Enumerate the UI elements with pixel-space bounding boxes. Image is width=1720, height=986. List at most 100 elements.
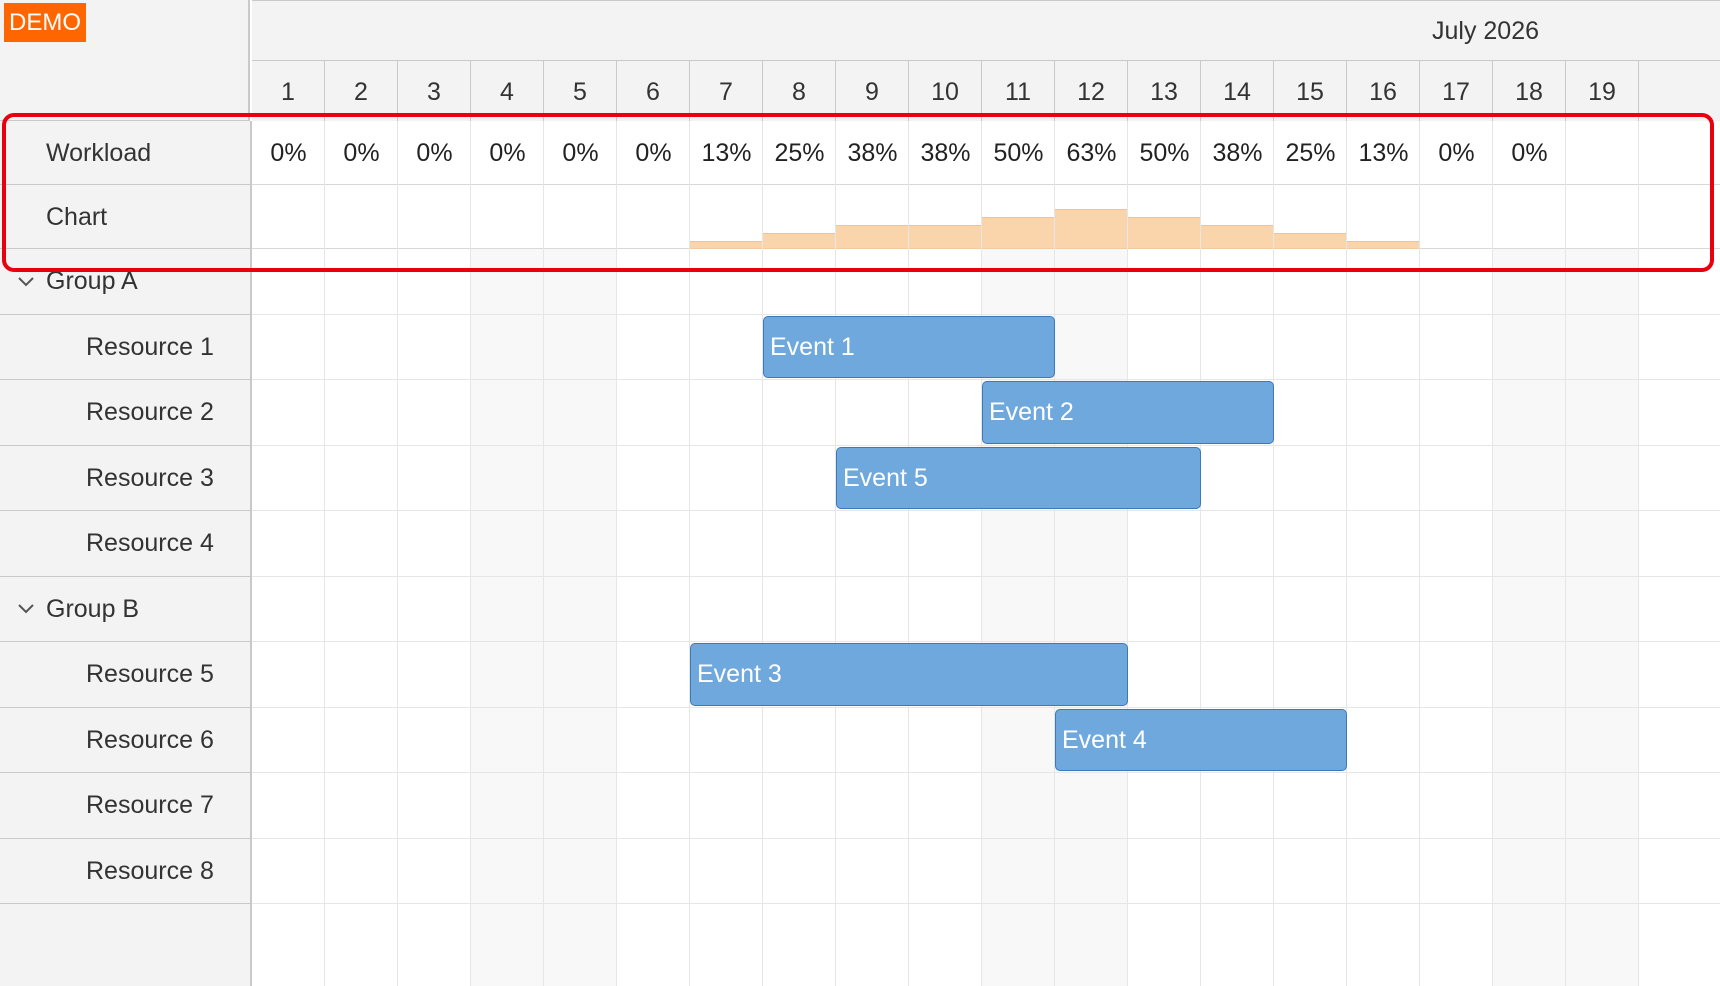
day-header-cell[interactable]: 8 [763, 61, 836, 121]
resource-row-header[interactable]: Resource 5 [0, 642, 250, 708]
resource-row-header[interactable]: Resource 1 [0, 315, 250, 380]
grid-row [252, 511, 1720, 577]
workload-cell: 38% [847, 139, 898, 167]
group-row-header[interactable]: Group B [0, 577, 250, 642]
grid-column [909, 121, 982, 986]
grid-row [252, 577, 1720, 642]
day-header-cell[interactable]: 4 [471, 61, 544, 121]
day-header-cell[interactable]: 12 [1055, 61, 1128, 121]
resource-row-header[interactable]: Resource 6 [0, 708, 250, 773]
summary-column-divider [762, 121, 763, 249]
day-header-cell[interactable]: 6 [617, 61, 690, 121]
grid-row [252, 773, 1720, 839]
demo-badge: DEMO [4, 3, 86, 42]
day-header-cell[interactable]: 15 [1274, 61, 1347, 121]
resource-row-header[interactable]: Resource 7 [0, 773, 250, 839]
workload-row [252, 121, 1720, 185]
resource-row-header[interactable]: Resource 2 [0, 380, 250, 446]
grid-column [544, 121, 617, 986]
grid-column [690, 121, 763, 986]
workload-cell: 0% [416, 139, 453, 167]
scheduler-grid[interactable]: 0% 0% 0% 0% 0% 0% 13% 25% 38% 38% 50% 63% 50% 38% 25% 1… [252, 121, 1720, 986]
group-row-header[interactable]: Group A [0, 249, 250, 315]
day-header-cell[interactable]: 9 [836, 61, 909, 121]
day-header-cell[interactable]: 16 [1347, 61, 1420, 121]
resource-label: Resource 4 [86, 529, 214, 557]
summary-column-divider [1127, 121, 1128, 249]
grid-row [252, 249, 1720, 315]
grid-column [617, 121, 690, 986]
workload-cell: 0% [562, 139, 599, 167]
day-header-cell[interactable]: 14 [1201, 61, 1274, 121]
grid-column [398, 121, 471, 986]
workload-chart-bar [763, 233, 835, 249]
resource-label: Resource 5 [86, 660, 214, 688]
workload-cell: 0% [1438, 139, 1475, 167]
month-label: July 2026 [1432, 17, 1540, 45]
summary-column-divider [1200, 121, 1201, 249]
workload-chart-bar [982, 217, 1054, 249]
workload-cell: 50% [1139, 139, 1190, 167]
summary-column-divider [1419, 121, 1420, 249]
workload-cell: 38% [920, 139, 971, 167]
workload-chart-bar [836, 225, 908, 249]
workload-cell: 38% [1212, 139, 1263, 167]
workload-cell: 13% [1358, 139, 1409, 167]
day-header-cell[interactable]: 17 [1420, 61, 1493, 121]
grid-row [252, 642, 1720, 708]
group-label: Group A [46, 267, 138, 295]
day-header-cell[interactable]: 1 [252, 61, 325, 121]
resource-label: Resource 7 [86, 791, 214, 819]
day-header-cell[interactable]: 2 [325, 61, 398, 121]
chevron-down-icon[interactable] [16, 272, 36, 292]
workload-label: Workload [46, 139, 152, 167]
day-header-cell[interactable]: 5 [544, 61, 617, 121]
workload-chart-bar [909, 225, 981, 249]
resource-row-header[interactable]: Resource 8 [0, 839, 250, 904]
resource-label: Resource 1 [86, 332, 214, 361]
time-header: July 2026 1 2 3 4 5 6 7 8 9 10 11 12 13 14 15 16 17 18 19 [252, 0, 1720, 121]
summary-column-divider [908, 121, 909, 249]
workload-cell: 0% [635, 139, 672, 167]
summary-column-divider [543, 121, 544, 249]
resource-row-header[interactable]: Resource 3 [0, 446, 250, 511]
grid-column [1274, 121, 1347, 986]
event-bar[interactable]: Event 1 [763, 315, 1055, 378]
event-bar[interactable]: Event 5 [836, 446, 1201, 509]
workload-chart-bar [1201, 225, 1273, 249]
day-header-cell[interactable]: 10 [909, 61, 982, 121]
summary-column-divider [689, 121, 690, 249]
resource-label: Resource 3 [86, 463, 214, 492]
day-header-cell[interactable]: 13 [1128, 61, 1201, 121]
grid-column [1493, 121, 1566, 986]
workload-cell: 63% [1066, 139, 1117, 167]
grid-column [1566, 121, 1639, 986]
day-header-cell[interactable]: 18 [1493, 61, 1566, 121]
grid-row [252, 380, 1720, 446]
resource-label: Resource 6 [86, 725, 214, 754]
day-header-cell[interactable]: 19 [1566, 61, 1639, 121]
day-header-cell[interactable]: 7 [690, 61, 763, 121]
workload-cell: 0% [343, 139, 380, 167]
summary-column-divider [981, 121, 982, 249]
event-bar[interactable]: Event 3 [690, 643, 1128, 706]
grid-column [1347, 121, 1420, 986]
workload-chart-bar [1128, 217, 1200, 249]
resource-row-header[interactable]: Resource 4 [0, 511, 250, 577]
resource-label: Resource 2 [86, 398, 214, 426]
resource-label: Resource 8 [86, 856, 214, 885]
event-bar[interactable]: Event 4 [1055, 708, 1347, 771]
chart-label: Chart [46, 203, 108, 231]
event-bar[interactable]: Event 2 [982, 381, 1274, 444]
grid-row [252, 315, 1720, 380]
row-header-chart: Chart [0, 185, 250, 249]
grid-column [1201, 121, 1274, 986]
grid-column [471, 121, 544, 986]
day-header-cell[interactable]: 3 [398, 61, 471, 121]
chevron-down-icon[interactable] [16, 599, 36, 619]
grid-column [1420, 121, 1493, 986]
workload-chart-bar [1347, 241, 1419, 249]
workload-chart-bar [690, 241, 762, 249]
day-header-cell[interactable]: 11 [982, 61, 1055, 121]
